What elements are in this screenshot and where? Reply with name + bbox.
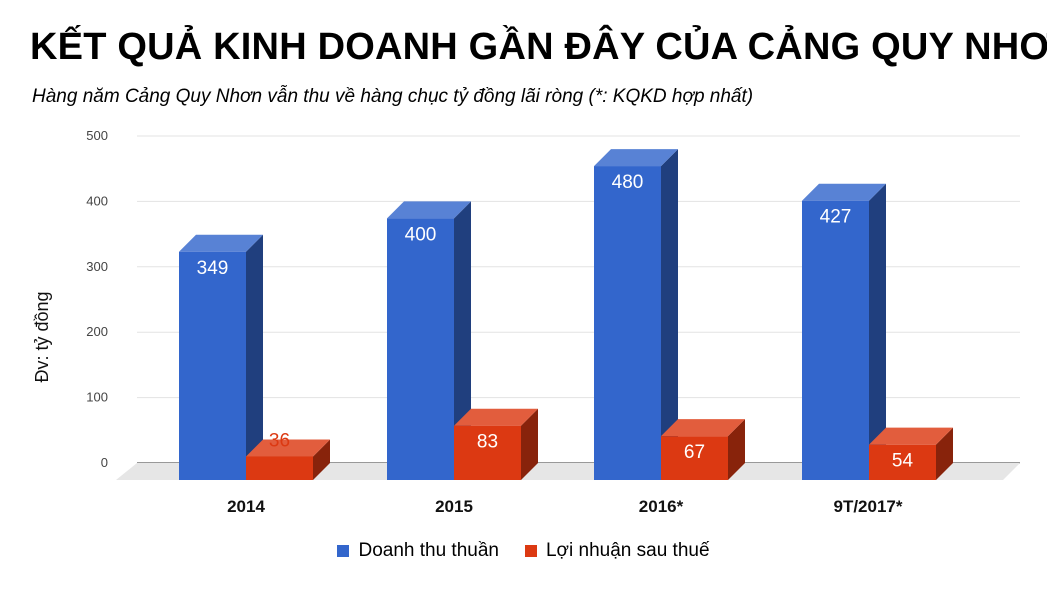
labels: 0 100 200 300 400 500 349 36 2014 400 83 2015 480 67 2… [86,128,913,516]
x-tick-label: 2014 [227,497,265,516]
chart-floor [116,463,1020,480]
bar-top [594,149,678,167]
bar-2015-profit [454,425,521,480]
legend-swatch-profit [524,545,537,557]
bar-side [246,234,263,480]
legend-label-revenue: Doanh thu thuần [358,540,499,561]
data-label: 400 [405,224,437,245]
bar-2014-profit [246,456,313,480]
gridlines [137,135,1020,464]
chart-subtitle: Hàng năm Cảng Quy Nhơn vẫn thu về hàng c… [32,86,754,107]
y-tick-label: 100 [86,390,108,405]
bars [179,149,953,480]
data-label: 427 [820,207,852,228]
legend-label-profit: Lợi nhuận sau thuế [545,540,710,561]
x-tick-label: 2016* [639,497,684,516]
y-tick-label: 400 [86,193,108,208]
bar-2016*-profit [661,436,728,480]
bar-side [869,183,886,480]
data-label: 83 [477,432,498,453]
floor [116,463,1020,480]
bar-9T/2017*-profit [869,444,936,480]
legend-swatch-revenue [337,545,350,557]
bar-9T/2017*-revenue [802,200,869,480]
y-tick-label: 0 [101,455,108,470]
bar-side [661,149,678,480]
bar-top [869,427,953,445]
bar-2014-revenue [179,251,246,480]
bar-top [179,234,263,252]
bar-2016*-revenue [594,166,661,480]
chart-title: KẾT QUẢ KINH DOANH GẦN ĐÂY CỦA CẢNG QUY … [30,26,1047,68]
bar-top [661,419,745,437]
y-tick-label: 500 [86,128,108,143]
legend-item-revenue: Doanh thu thuần [337,540,499,562]
bar-top [802,183,886,201]
bar-top [454,408,538,426]
bar-2015-revenue [387,218,454,480]
data-label: 36 [269,430,290,451]
data-label: 54 [892,451,914,472]
legend: Doanh thu thuần Lợi nhuận sau thuế [0,540,1047,562]
x-tick-label: 9T/2017* [834,497,903,516]
bar-side [521,408,538,480]
data-label: 349 [197,258,229,279]
y-axis-label: Đv: tỷ đồng [32,291,52,382]
x-tick-label: 2015 [435,497,473,516]
bar-side [728,419,745,480]
bar-top [387,201,471,219]
bar-top [246,439,330,457]
bar-side [313,439,330,480]
data-label: 67 [684,442,705,463]
bar-side [936,427,953,480]
y-tick-label: 200 [86,324,108,339]
y-tick-label: 300 [86,259,108,274]
bar-side [454,201,471,480]
legend-item-profit: Lợi nhuận sau thuế [524,540,710,562]
data-label: 480 [612,172,644,193]
